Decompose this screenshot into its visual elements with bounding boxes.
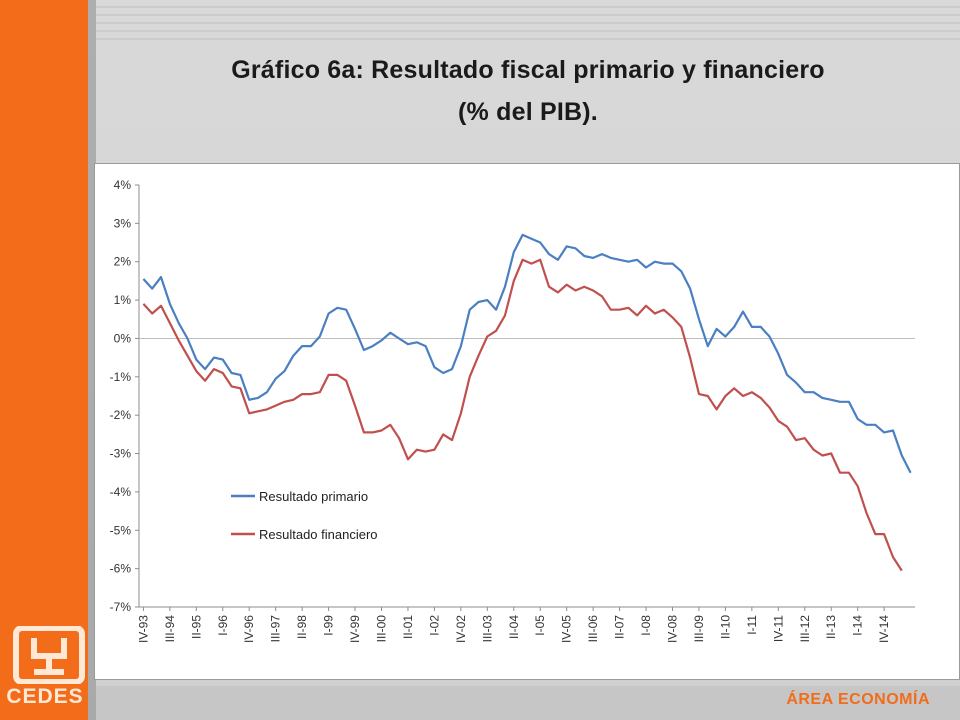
- x-tick-label: I-02: [427, 615, 441, 636]
- x-tick-label: I-05: [533, 615, 547, 636]
- y-tick-label: -1%: [110, 370, 132, 384]
- y-tick-label: -5%: [110, 523, 132, 537]
- y-tick-label: 2%: [114, 255, 132, 269]
- x-tick-label: I-08: [639, 615, 653, 636]
- x-tick-label: IV-05: [560, 615, 574, 643]
- x-tick-label: III-00: [375, 615, 389, 643]
- footer-bar: [96, 686, 960, 720]
- x-tick-label: IV-14: [877, 615, 891, 643]
- side-bar-shadow: [88, 0, 96, 720]
- logo-text: CEDES: [6, 685, 84, 708]
- y-tick-label: 0%: [114, 331, 132, 345]
- x-tick-label: III-03: [480, 615, 494, 643]
- x-tick-label: III-06: [586, 615, 600, 643]
- x-tick-label: I-11: [745, 615, 759, 635]
- x-tick-label: I-99: [322, 615, 336, 636]
- y-tick-label: -3%: [110, 447, 132, 461]
- x-tick-label: II-98: [295, 615, 309, 639]
- x-tick-label: IV-93: [136, 615, 150, 643]
- y-tick-label: 1%: [114, 293, 132, 307]
- x-tick-label: IV-96: [242, 615, 256, 643]
- x-tick-label: II-04: [507, 615, 521, 639]
- orange-side-bar: [0, 0, 88, 720]
- x-tick-label: I-96: [216, 615, 230, 636]
- x-tick-label: III-09: [692, 615, 706, 643]
- x-tick-label: IV-99: [348, 615, 362, 643]
- chart-title-line-2: (% del PIB).: [458, 98, 598, 126]
- x-tick-label: III-94: [163, 615, 177, 643]
- chart-title-line-1: Gráfico 6a: Resultado fiscal primario y …: [231, 56, 825, 84]
- x-tick-label: IV-02: [454, 615, 468, 643]
- chart-panel: -7% -6% -5% -4% -3% -2% -1% 0% 1% 2% 3% 4% IV-93 III-…: [94, 163, 960, 680]
- series-line-2: [142, 258, 903, 572]
- x-tick-label: II-07: [613, 615, 627, 639]
- x-tick-label: II-10: [718, 615, 732, 639]
- line-chart: -7% -6% -5% -4% -3% -2% -1% 0% 1% 2% 3% 4% IV-93 III-…: [110, 178, 915, 643]
- y-tick-label: -6%: [110, 562, 132, 576]
- y-tick-label: -4%: [110, 485, 132, 499]
- series-line-1: [142, 233, 912, 474]
- y-tick-label: -7%: [110, 600, 132, 614]
- cedes-logo-icon: [13, 626, 85, 684]
- legend-label: Resultado primario: [259, 489, 368, 504]
- x-tick-label: II-01: [401, 615, 415, 639]
- x-tick-label: IV-11: [771, 615, 785, 642]
- header-stripes: [96, 6, 960, 40]
- y-tick-label: -2%: [110, 408, 132, 422]
- x-tick-label: II-13: [824, 615, 838, 639]
- x-tick-label: IV-08: [666, 615, 680, 643]
- y-tick-label: 4%: [114, 178, 132, 192]
- x-tick-label: III-97: [269, 615, 283, 643]
- x-tick-label: III-12: [798, 615, 812, 643]
- footer-area-label: ÁREA ECONOMÍA: [786, 691, 930, 708]
- x-tick-label: II-95: [189, 615, 203, 639]
- x-tick-label: I-14: [851, 615, 865, 636]
- legend-label: Resultado financiero: [259, 527, 378, 542]
- y-tick-label: 3%: [114, 216, 132, 230]
